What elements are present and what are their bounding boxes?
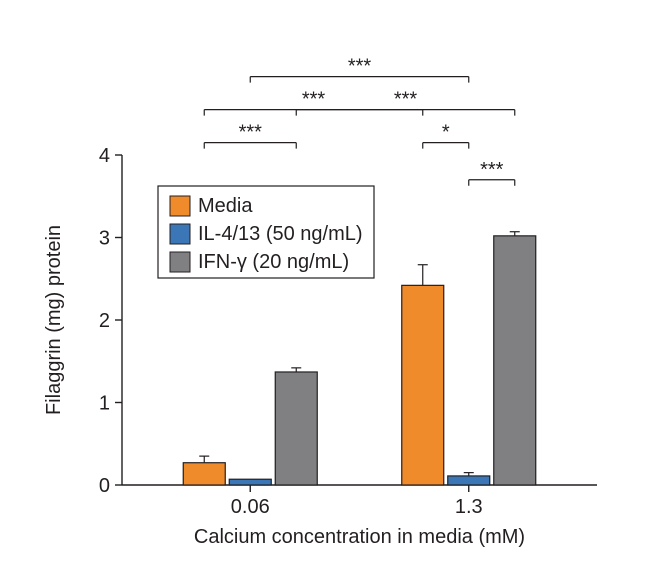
bar [275, 372, 317, 485]
bar-chart: 0 1 2 3 4 Filaggrin (mg) protein 0.06 1.3 Calciu… [0, 0, 655, 561]
bar [402, 285, 444, 485]
sig-label: * [442, 122, 450, 144]
sig-label: *** [239, 122, 263, 144]
legend-label: IL-4/13 (50 ng/mL) [198, 223, 363, 245]
y-tick-label: 0 [99, 475, 110, 497]
bar [448, 476, 490, 485]
sig-label: *** [302, 89, 326, 111]
x-axis-label: Calcium concentration in media (mM) [194, 526, 525, 548]
sig-label: *** [394, 89, 418, 111]
y-tick-label: 1 [99, 393, 110, 415]
y-tick-label: 2 [99, 310, 110, 332]
legend-swatch [170, 224, 190, 244]
y-tick-label: 4 [99, 145, 110, 167]
y-tick-label: 3 [99, 228, 110, 250]
bar [494, 236, 536, 485]
legend-swatch [170, 252, 190, 272]
legend-label: IFN-γ (20 ng/mL) [198, 251, 349, 273]
x-tick-label: 1.3 [455, 496, 483, 518]
x-tick-label: 0.06 [231, 496, 270, 518]
legend-label: Media [198, 195, 253, 217]
bar [183, 463, 225, 485]
sig-label: *** [480, 159, 504, 181]
bar [229, 479, 271, 485]
y-axis-label: Filaggrin (mg) protein [43, 225, 65, 415]
legend-swatch [170, 196, 190, 216]
sig-label: *** [348, 56, 372, 78]
